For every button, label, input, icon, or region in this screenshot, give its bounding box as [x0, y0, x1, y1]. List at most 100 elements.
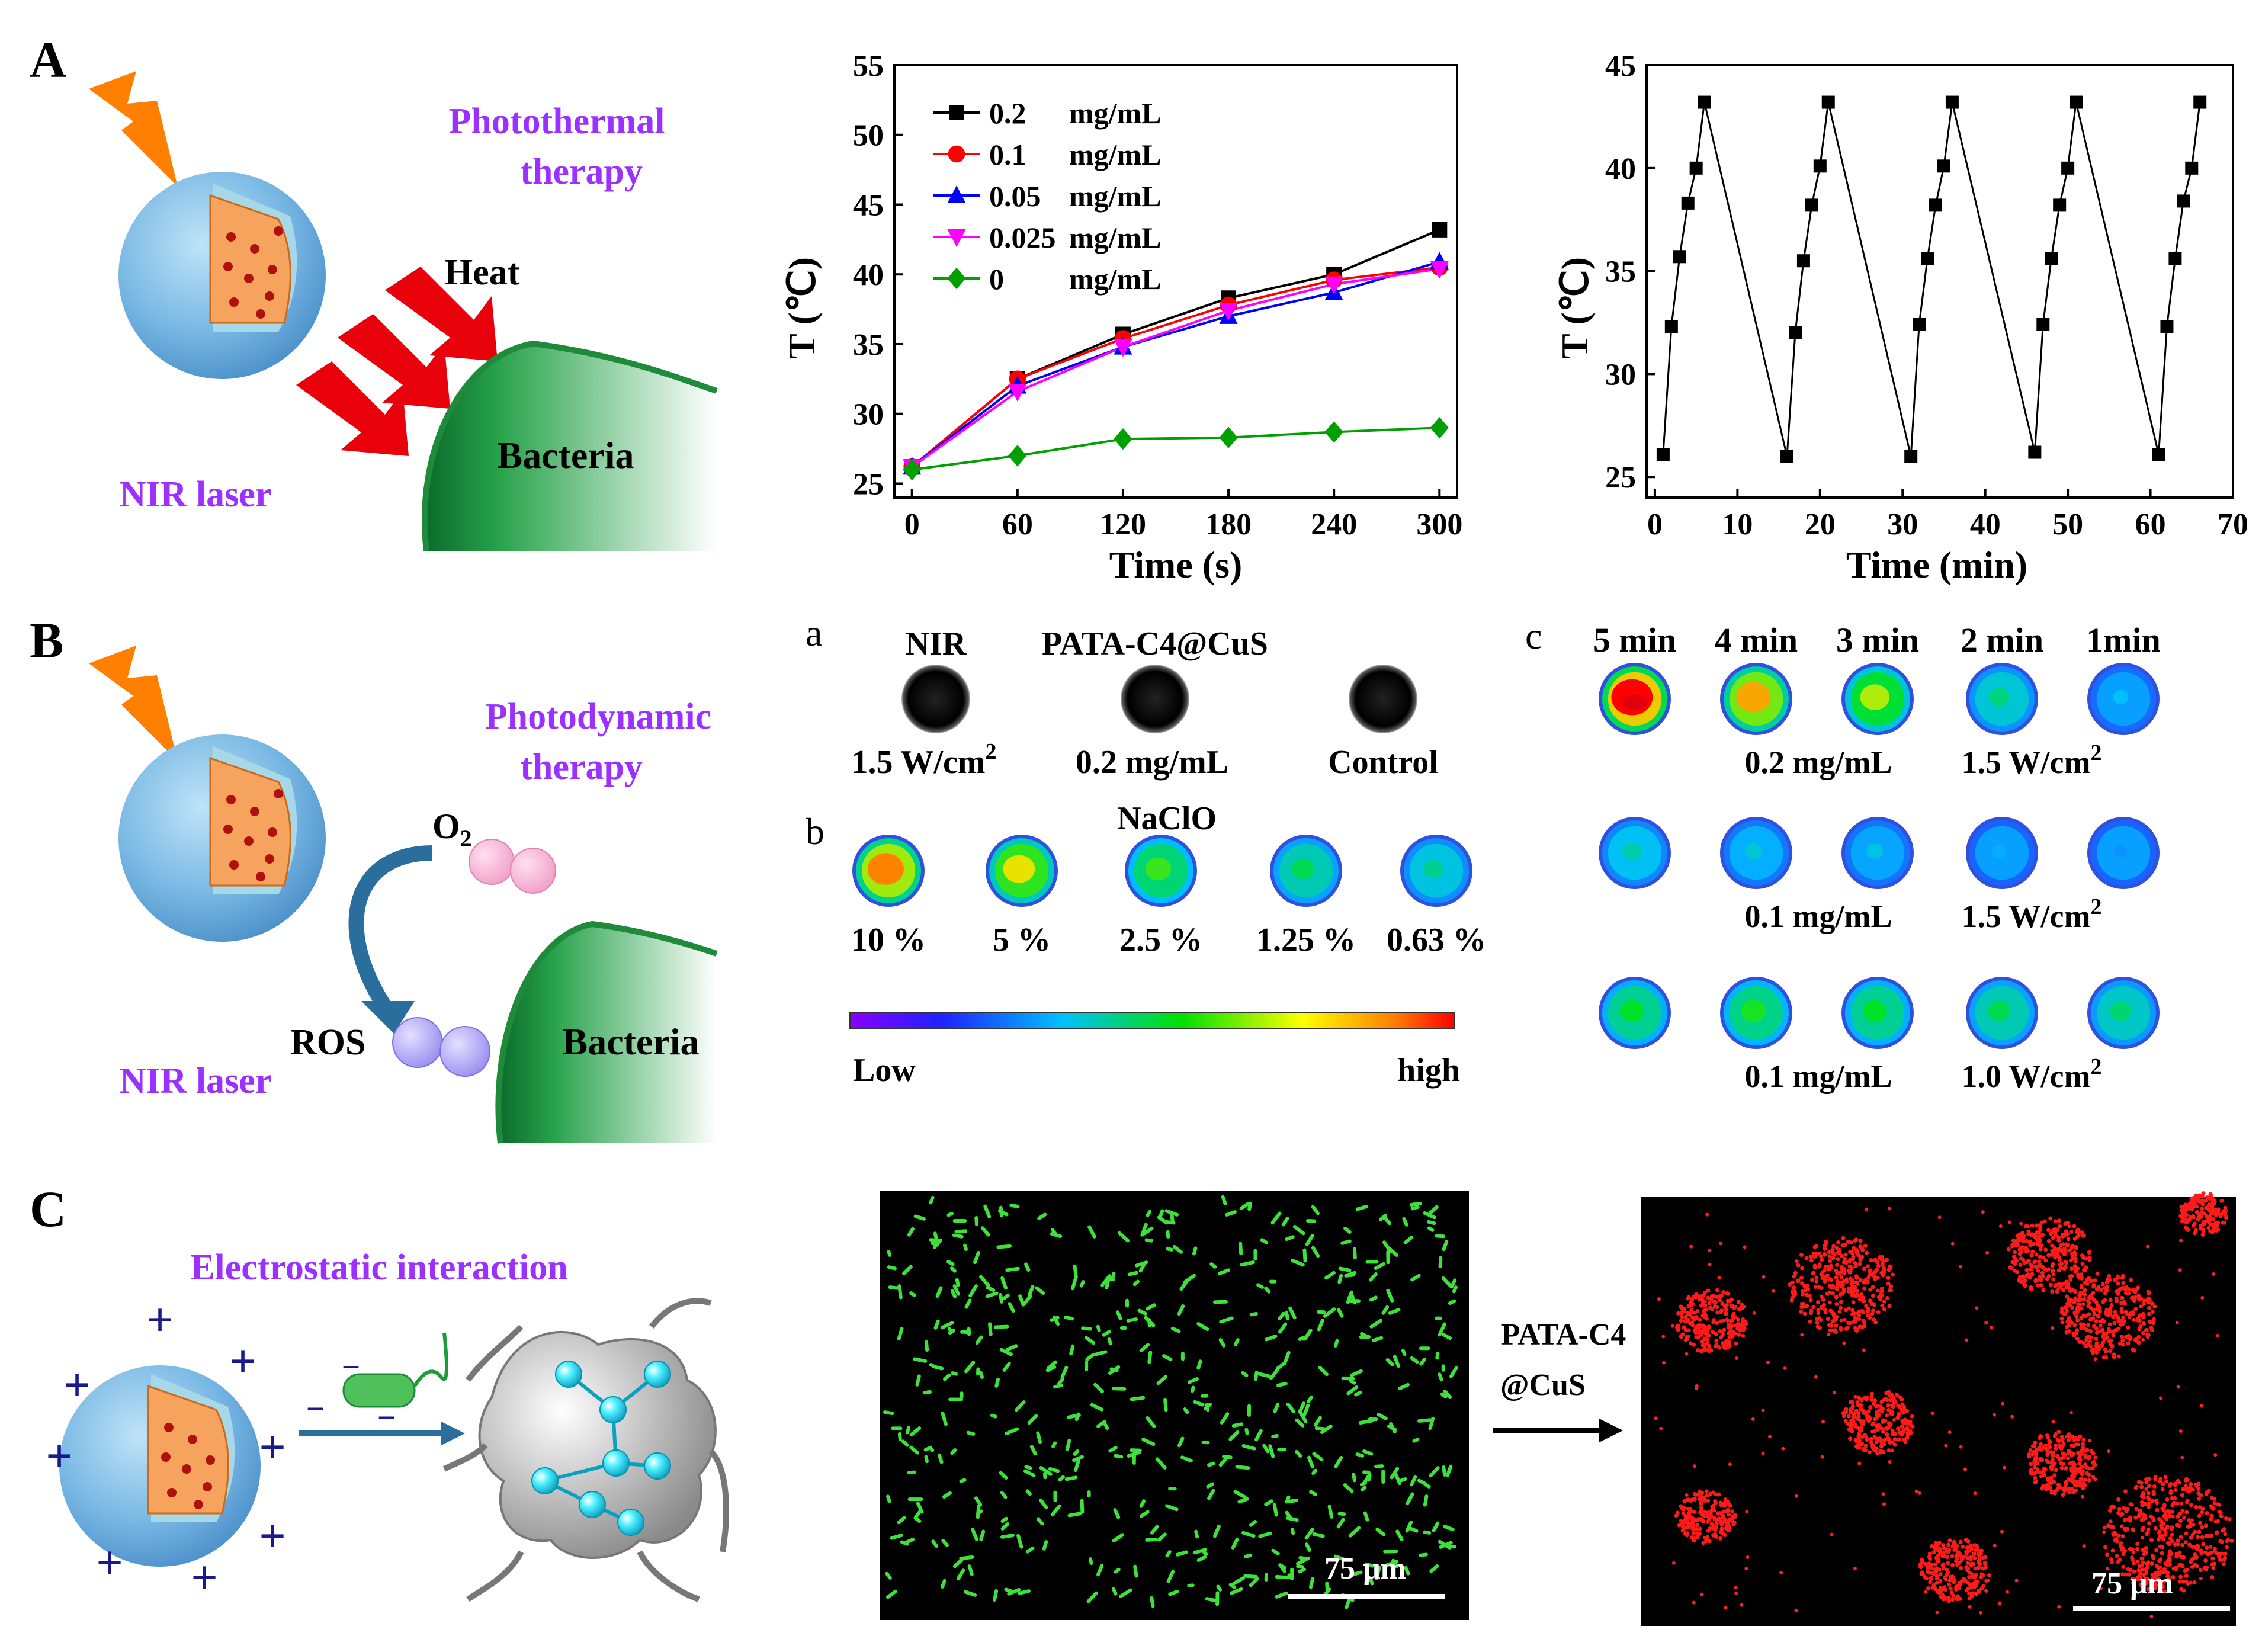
- bacterium-rod: [1327, 1505, 1334, 1519]
- aggregated-bacterium: [2131, 1580, 2135, 1585]
- bacterium-rod: [1024, 1465, 1032, 1470]
- aggregated-bacterium: [1870, 1391, 1875, 1396]
- aggregated-bacterium: [2080, 1232, 2085, 1237]
- aggregated-bacterium: [2215, 1530, 2219, 1535]
- aggregated-bacterium: [1676, 1323, 1680, 1328]
- aggregated-bacterium: [2072, 1332, 2077, 1336]
- aggregated-bacterium: [2065, 1243, 2070, 1247]
- data-point: [1698, 95, 1711, 109]
- aggregated-bacterium: [1677, 1523, 1682, 1528]
- bacterium-rod: [1284, 1310, 1289, 1320]
- aggregated-bacterium: [1849, 1426, 1853, 1430]
- aggregated-bacterium: [2180, 1564, 2185, 1568]
- aggregated-bacterium: [1930, 1571, 1934, 1576]
- aggregated-bacterium: [2054, 1468, 2058, 1473]
- aggregated-bacterium: [2192, 1221, 2197, 1226]
- aggregated-bacterium: [2029, 1462, 2033, 1467]
- aggregated-bacterium: [1875, 1288, 1880, 1293]
- aggregated-bacterium: [2210, 1208, 2215, 1213]
- data-point: [1689, 161, 1703, 175]
- bacterium-rod: [1398, 1382, 1410, 1391]
- scattered-bacterium: [1695, 1386, 1699, 1390]
- aggregated-bacterium: [2082, 1297, 2087, 1302]
- bacterium-rod: [1145, 1537, 1158, 1542]
- scattered-bacterium: [2001, 1401, 2005, 1406]
- naclo-thermal-dish: [1270, 835, 1342, 907]
- bacterium-rod: [1309, 1490, 1317, 1496]
- aggregated-bacterium: [1828, 1259, 1833, 1263]
- aggregated-bacterium: [1804, 1256, 1809, 1260]
- aggregated-bacterium: [1835, 1287, 1840, 1292]
- aggregated-bacterium: [2064, 1466, 2068, 1471]
- bacterium-rod: [1163, 1398, 1168, 1412]
- aggregated-bacterium: [1900, 1424, 1904, 1429]
- aggregated-bacterium: [1870, 1311, 1875, 1316]
- aggregated-bacterium: [2194, 1505, 2199, 1509]
- aggregated-bacterium: [2070, 1244, 2075, 1249]
- aggregated-bacterium: [1817, 1262, 1822, 1267]
- aggregated-bacterium: [2013, 1256, 2017, 1260]
- aggregated-bacterium: [1702, 1535, 1707, 1540]
- aggregated-bacterium: [2029, 1253, 2034, 1258]
- aggregated-bacterium: [2167, 1514, 2171, 1519]
- aggregated-bacterium: [2016, 1243, 2020, 1247]
- aggregated-bacterium: [1839, 1265, 1844, 1269]
- aggregated-bacterium: [2132, 1569, 2136, 1574]
- scattered-bacterium: [1740, 1603, 1744, 1607]
- aggregated-bacterium: [1812, 1255, 1817, 1259]
- aggregated-bacterium: [1702, 1291, 1707, 1295]
- bacterium-rod: [1452, 1285, 1458, 1294]
- scattered-bacterium: [2200, 1296, 2205, 1300]
- aggregated-bacterium: [2067, 1316, 2071, 1320]
- aggregated-bacterium: [1905, 1435, 1910, 1440]
- aggregated-bacterium: [2132, 1298, 2136, 1303]
- aggregated-bacterium: [2147, 1291, 2151, 1295]
- scattered-bacterium: [2039, 1474, 2043, 1478]
- aggregated-bacterium: [1825, 1317, 1830, 1321]
- aggregated-bacterium: [2065, 1434, 2070, 1439]
- aggregated-bacterium: [1737, 1332, 1741, 1337]
- aggregated-bacterium: [2081, 1341, 2086, 1346]
- aggregated-bacterium: [1882, 1307, 1886, 1311]
- bacterium-rod: [1102, 1330, 1112, 1337]
- scattered-bacterium: [2099, 1319, 2103, 1323]
- aggregated-bacterium: [1969, 1555, 1974, 1560]
- scattered-bacterium: [2171, 1567, 2176, 1571]
- scattered-bacterium: [2088, 1439, 2092, 1443]
- treatment-arrow-head-icon: [1599, 1419, 1623, 1442]
- aggregated-bacterium: [1714, 1343, 1719, 1348]
- aggregated-bacterium: [1727, 1331, 1731, 1336]
- aggregated-bacterium: [2074, 1488, 2078, 1493]
- aggregated-bacterium: [2206, 1552, 2210, 1557]
- row-conc-label: 0.1 mg/mL: [1745, 899, 1892, 934]
- scattered-bacterium: [1830, 1532, 1834, 1536]
- row-power-label: 1.5 W/cm2: [1962, 894, 2102, 934]
- aggregated-bacterium: [1933, 1562, 1938, 1567]
- y-tick-label: 40: [1605, 152, 1636, 186]
- aggregated-bacterium: [2143, 1580, 2148, 1584]
- aggregated-bacterium: [1800, 1281, 1805, 1286]
- aggregated-bacterium: [1799, 1253, 1804, 1258]
- aggregated-bacterium: [2163, 1532, 2168, 1537]
- aggregated-bacterium: [2144, 1487, 2149, 1491]
- aggregated-bacterium: [2183, 1225, 2188, 1230]
- data-point: [2152, 448, 2165, 461]
- aggregated-bacterium: [1845, 1326, 1850, 1330]
- aggregated-bacterium: [2198, 1568, 2203, 1573]
- x-tick-label: 180: [1205, 508, 1252, 541]
- bacterium-rod: [1302, 1248, 1307, 1263]
- aggregated-bacterium: [1741, 1333, 1746, 1338]
- bacterium-rod: [968, 1284, 978, 1298]
- photothermal-title-line1: Photothermal: [448, 101, 665, 142]
- scattered-bacterium: [1958, 1265, 1962, 1269]
- aggregated-bacterium: [2199, 1551, 2204, 1555]
- aggregated-bacterium: [2065, 1308, 2070, 1313]
- aggregated-bacterium: [2129, 1502, 2134, 1507]
- aggregated-bacterium: [1868, 1287, 1873, 1292]
- aggregated-bacterium: [2033, 1480, 2038, 1485]
- aggregated-bacterium: [1920, 1558, 1924, 1563]
- aggregated-bacterium: [2210, 1574, 2215, 1579]
- aggregated-bacterium: [1938, 1551, 1943, 1555]
- aggregated-bacterium: [1827, 1276, 1832, 1281]
- aggregated-bacterium: [1682, 1506, 1686, 1510]
